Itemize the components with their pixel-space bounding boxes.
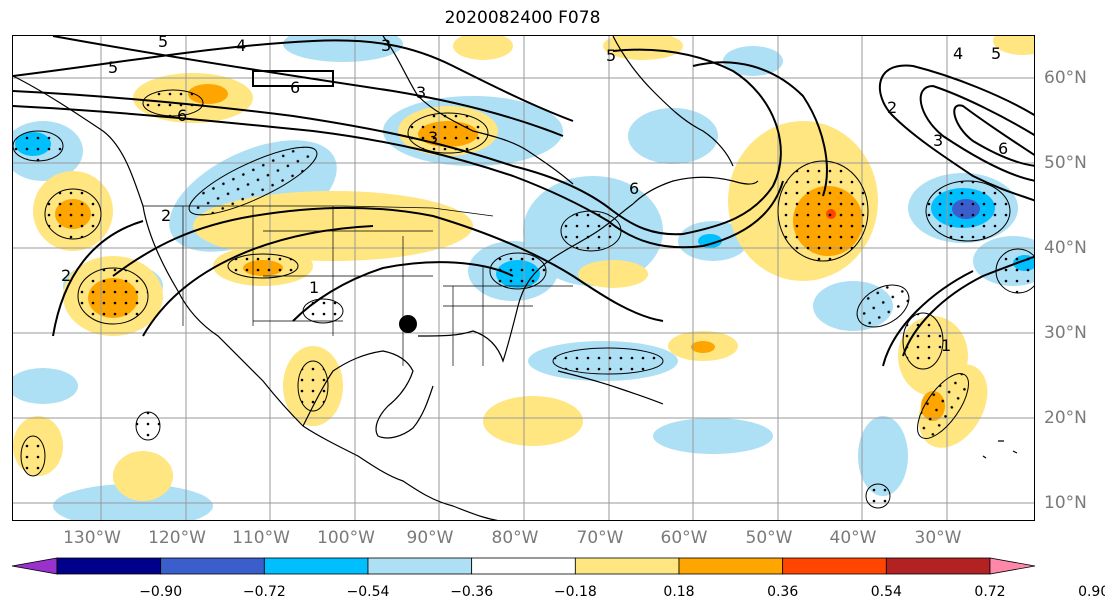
colorbar-segment bbox=[160, 557, 265, 575]
lat-label: 30°N bbox=[1044, 323, 1087, 343]
lon-label: 40°W bbox=[829, 528, 877, 548]
colorbar-tick-label: 0.90 bbox=[1078, 584, 1105, 600]
lon-label: 30°W bbox=[914, 528, 962, 548]
lat-label: 10°N bbox=[1044, 493, 1087, 513]
contour-label: 6 bbox=[290, 78, 301, 97]
lon-label: 70°W bbox=[576, 528, 624, 548]
colorbar-tick-label: −0.72 bbox=[242, 584, 286, 600]
contour-label: 6 bbox=[629, 179, 640, 198]
colorbar-tick-label: 0.36 bbox=[767, 584, 799, 600]
colorbar-tick-label: 0.18 bbox=[663, 584, 695, 600]
significance-stippling bbox=[13, 89, 1034, 509]
contour-label: 4 bbox=[236, 36, 247, 55]
lon-label: 120°W bbox=[148, 528, 206, 548]
colorbar-segment bbox=[367, 557, 473, 575]
colorbar-segment bbox=[782, 557, 887, 575]
colorbar-segment bbox=[263, 557, 369, 575]
contour-label: 1 bbox=[309, 278, 320, 297]
contour-label: 2 bbox=[887, 98, 898, 117]
map-panel: 5 4 3 3 6 6 5 3 5 4 5 2 3 6 6 2 2 1 1 bbox=[12, 35, 1035, 521]
colorbar-extend-low bbox=[11, 557, 58, 575]
contour-label: 2 bbox=[161, 206, 172, 225]
colorbar-tick-label: −0.54 bbox=[346, 584, 390, 600]
colorbar bbox=[11, 557, 1036, 575]
lat-label: 60°N bbox=[1044, 68, 1087, 88]
contour-label: 4 bbox=[953, 44, 964, 63]
colorbar-tick-label: −0.18 bbox=[553, 584, 597, 600]
graticule bbox=[13, 36, 1034, 520]
contour-label: 5 bbox=[158, 35, 169, 51]
colorbar-tick-label: 0.72 bbox=[974, 584, 1006, 600]
contour-lines bbox=[13, 36, 1034, 367]
contour-label: 6 bbox=[998, 139, 1009, 158]
lon-label: 80°W bbox=[491, 528, 539, 548]
colorbar-segment bbox=[56, 557, 162, 575]
map-svg bbox=[13, 36, 1034, 520]
lon-label: 60°W bbox=[660, 528, 708, 548]
lat-label: 20°N bbox=[1044, 408, 1087, 428]
colorbar-segment bbox=[678, 557, 784, 575]
colorbar-tick-label: −0.90 bbox=[139, 584, 183, 600]
contour-label: 3 bbox=[416, 83, 427, 102]
contour-label: 1 bbox=[941, 336, 952, 355]
contour-label: 5 bbox=[108, 58, 119, 77]
contour-label: 3 bbox=[428, 128, 439, 147]
lon-label: 90°W bbox=[406, 528, 454, 548]
colorbar-segment bbox=[574, 557, 680, 575]
colorbar-extend-high bbox=[989, 557, 1036, 575]
lon-label: 130°W bbox=[63, 528, 121, 548]
colorbar-tick-label: −0.36 bbox=[450, 584, 494, 600]
lon-label: 110°W bbox=[232, 528, 290, 548]
contour-label: 5 bbox=[991, 44, 1002, 63]
contour-label: 5 bbox=[606, 46, 617, 65]
lat-label: 50°N bbox=[1044, 153, 1087, 173]
storm-position-marker bbox=[399, 315, 417, 333]
colorbar-segment bbox=[471, 557, 576, 575]
lat-label: 40°N bbox=[1044, 238, 1087, 258]
lon-label: 50°W bbox=[745, 528, 793, 548]
contour-label: 2 bbox=[61, 266, 72, 285]
colorbar-tick-label: 0.54 bbox=[870, 584, 902, 600]
map-title: 2020082400 F078 bbox=[444, 8, 601, 28]
contour-label: 3 bbox=[933, 131, 944, 150]
lon-label: 100°W bbox=[317, 528, 375, 548]
colorbar-segment bbox=[885, 557, 991, 575]
contour-label: 3 bbox=[381, 36, 392, 55]
contour-label: 6 bbox=[177, 106, 188, 125]
